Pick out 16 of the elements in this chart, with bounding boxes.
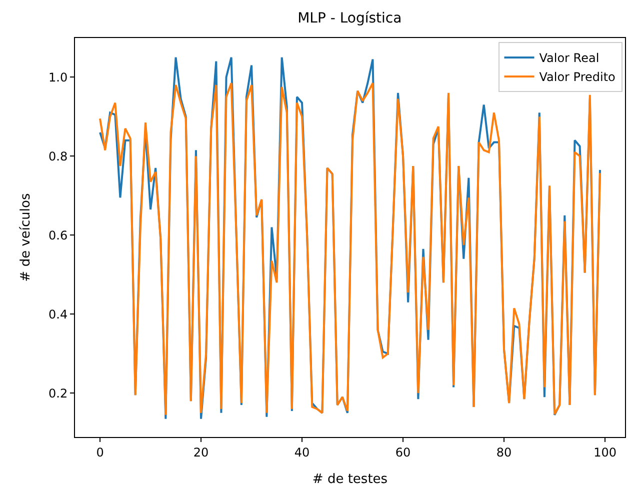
x-axis-title: # de testes (312, 472, 388, 487)
x-tick-label: 0 (96, 445, 104, 460)
x-tick-label: 60 (395, 445, 411, 460)
chart-title: MLP - Logística (298, 10, 402, 26)
legend-label: Valor Predito (539, 70, 616, 84)
x-tick-label: 20 (193, 445, 209, 460)
y-tick-label: 0.8 (48, 149, 68, 164)
y-axis-title: # de veículos (18, 193, 34, 282)
y-tick-label: 0.2 (48, 386, 68, 400)
legend-label: Valor Real (539, 51, 600, 66)
y-tick-label: 0.4 (48, 307, 68, 322)
x-tick-label: 80 (496, 445, 512, 460)
y-tick-label: 0.6 (48, 228, 68, 242)
x-tick-label: 40 (294, 445, 310, 460)
x-tick-label: 100 (594, 445, 617, 460)
y-tick-label: 1.0 (48, 70, 68, 84)
